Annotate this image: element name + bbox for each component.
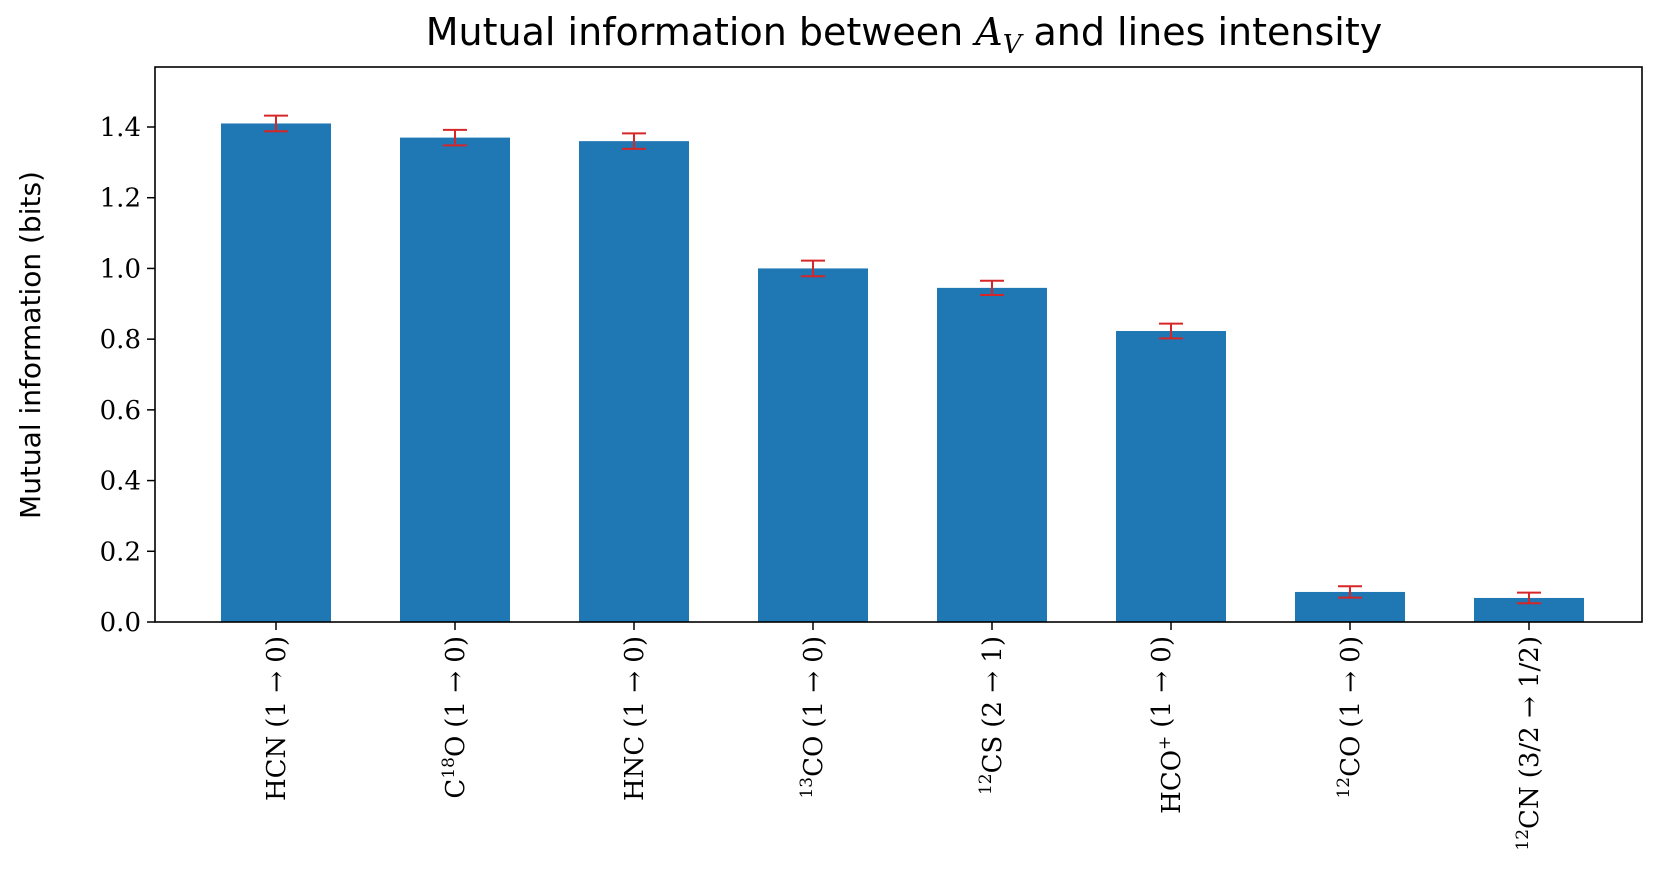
- y-axis: 0.0 0.2 0.4 0.6 0.8 1.0 1.2 1.4: [100, 113, 155, 638]
- y-axis-label: Mutual information (bits): [14, 171, 47, 519]
- chart-title: Mutual information between AV and lines in…: [426, 10, 1383, 60]
- x-tick-label-3: 13CO(1 → 0): [797, 636, 829, 799]
- chart-title-prefix: Mutual information between: [426, 10, 964, 54]
- y-tick-label-4: 0.8: [100, 325, 141, 355]
- y-tick-label-2: 0.4: [100, 467, 141, 497]
- error-bar-6: [1338, 585, 1362, 599]
- y-tick-label-6: 1.2: [100, 184, 141, 214]
- x-tick-label-6: 12CO(1 → 0): [1334, 636, 1366, 799]
- y-tick-label-7: 1.4: [100, 113, 141, 143]
- y-tick-label-1: 0.2: [100, 537, 141, 567]
- x-tick-label-5: HCO+(1 → 0): [1147, 636, 1187, 814]
- error-bar-3: [801, 259, 825, 278]
- y-tick-label-0: 0.0: [100, 608, 141, 638]
- error-bar-2: [622, 132, 646, 150]
- error-bar-5: [1159, 322, 1183, 340]
- x-tick-label-1: C18O(1 → 0): [439, 636, 471, 799]
- error-bar-4: [980, 279, 1004, 296]
- error-bar-7: [1517, 591, 1541, 605]
- y-tick-label-3: 0.6: [100, 396, 141, 426]
- y-tick-label-5: 1.0: [100, 254, 141, 284]
- chart-title-symbol: A: [972, 10, 1002, 54]
- chart-title-suffix: and lines intensity: [1033, 10, 1382, 54]
- chart-title-symbol-sub: V: [1003, 30, 1024, 60]
- error-bars-group: [264, 114, 1541, 605]
- x-tick-label-4: 12CS(2 → 1): [976, 636, 1008, 795]
- x-tick-label-2: HNC(1 → 0): [620, 636, 650, 801]
- x-axis: HCN(1 → 0) C18O(1 → 0) HNC(1 → 0) 13CO(1 → …: [262, 622, 1545, 851]
- x-tick-label-7: 12CN(3/2 → 1/2): [1513, 636, 1545, 851]
- bars-group: [221, 123, 1584, 622]
- plot-frame: [154, 66, 1643, 623]
- x-tick-label-0: HCN(1 → 0): [262, 636, 292, 801]
- bar-4: [937, 287, 1047, 622]
- error-bar-1: [443, 128, 467, 147]
- error-bar-0: [264, 114, 288, 133]
- bar-5: [1116, 331, 1226, 622]
- bar-3: [758, 268, 868, 622]
- bar-0: [221, 123, 331, 622]
- bar-1: [400, 137, 510, 622]
- bar-2: [579, 141, 689, 622]
